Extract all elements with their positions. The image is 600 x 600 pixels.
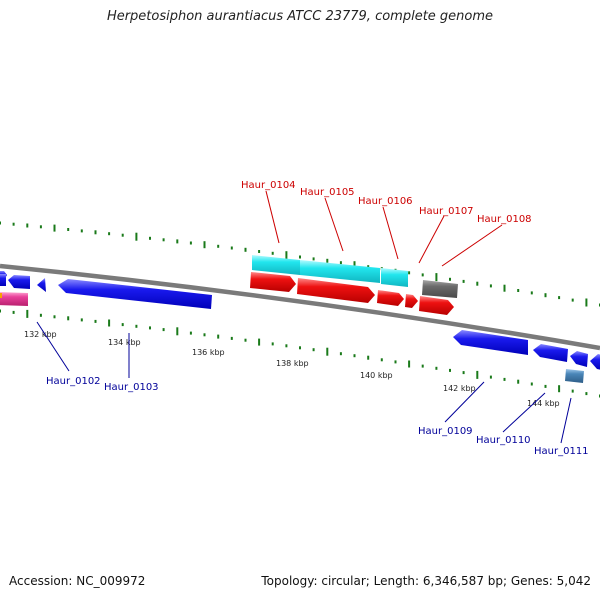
genome-backbone xyxy=(0,263,600,351)
gene-arrow-haur-0104[interactable] xyxy=(250,272,296,292)
reverse-strand-genes xyxy=(0,272,600,383)
gene-arrow-haur-0111[interactable] xyxy=(570,351,588,367)
gene-arrow[interactable] xyxy=(590,354,600,370)
leader-line xyxy=(324,197,344,252)
forward-strand-genes xyxy=(0,255,458,298)
gene-arrow[interactable] xyxy=(8,275,30,289)
gene-arrow-haur-0105[interactable] xyxy=(297,278,375,303)
gene-arrow-haur-0108[interactable] xyxy=(419,296,454,315)
genome-summary-text: Topology: circular; Length: 6,346,587 bp… xyxy=(261,574,591,588)
gene-label-haur-0105[interactable]: Haur_0105 xyxy=(300,187,355,198)
leader-line xyxy=(502,392,546,433)
scale-tick-label: 140 kbp xyxy=(360,371,393,380)
gene-arrow[interactable] xyxy=(37,278,46,292)
leader-line xyxy=(265,190,280,244)
gene-arrow-haur-0107[interactable] xyxy=(422,280,458,298)
scale-axis: 132 kbp 134 kbp 136 kbp 138 kbp 140 kbp … xyxy=(24,330,560,408)
gene-arrow-haur-0105[interactable] xyxy=(300,260,380,283)
leader-line xyxy=(444,381,485,423)
gene-arrow-haur-0106[interactable] xyxy=(377,290,404,306)
scale-tick-label: 134 kbp xyxy=(108,338,141,347)
map-title: Herpetosiphon aurantiacus ATCC 23779, co… xyxy=(106,9,494,24)
bottom-gene-labels: Haur_0102 Haur_0103 Haur_0109 Haur_0110 … xyxy=(36,321,589,457)
gene-arrow[interactable] xyxy=(0,292,28,306)
gene-label-haur-0104[interactable]: Haur_0104 xyxy=(241,180,296,191)
gc-ticks-upper xyxy=(0,221,600,307)
gene-label-haur-0111[interactable]: Haur_0111 xyxy=(534,446,589,457)
scale-tick-label: 136 kbp xyxy=(192,348,225,357)
accession-text: Accession: NC_009972 xyxy=(9,574,146,588)
gene-arrow-haur-0107[interactable] xyxy=(405,294,418,308)
gene-label-haur-0109[interactable]: Haur_0109 xyxy=(418,426,473,437)
leader-line xyxy=(36,321,70,372)
gene-label-haur-0108[interactable]: Haur_0108 xyxy=(477,214,532,225)
scale-tick-label: 138 kbp xyxy=(276,359,309,368)
leader-line xyxy=(441,224,503,267)
leader-line xyxy=(560,397,572,444)
gc-ticks-lower xyxy=(0,309,600,398)
gene-arrow[interactable] xyxy=(0,274,6,286)
leader-line xyxy=(382,206,399,260)
leader-line xyxy=(418,215,445,264)
scale-tick-label: 132 kbp xyxy=(24,330,57,339)
top-gene-labels: Haur_0104 Haur_0105 Haur_0106 Haur_0107 … xyxy=(241,180,532,267)
gene-label-haur-0103[interactable]: Haur_0103 xyxy=(104,382,159,393)
gene-arrow-haur-0110[interactable] xyxy=(533,344,568,362)
gene-label-haur-0107[interactable]: Haur_0107 xyxy=(419,206,474,217)
gene-label-haur-0110[interactable]: Haur_0110 xyxy=(476,435,531,446)
gene-label-haur-0102[interactable]: Haur_0102 xyxy=(46,376,101,387)
gene-arrow-haur-0103[interactable] xyxy=(58,279,212,309)
scale-tick-label: 142 kbp xyxy=(443,384,476,393)
gene-arrow-haur-0106[interactable] xyxy=(381,268,408,287)
gene-label-haur-0106[interactable]: Haur_0106 xyxy=(358,196,413,207)
gene-marker xyxy=(0,293,2,298)
scale-tick-label: 144 kbp xyxy=(527,399,560,408)
gene-arrow-haur-0109[interactable] xyxy=(453,330,528,355)
gene-arrow-haur-0111-steel[interactable] xyxy=(565,369,584,383)
gene-arrow-haur-0104[interactable] xyxy=(252,255,300,275)
